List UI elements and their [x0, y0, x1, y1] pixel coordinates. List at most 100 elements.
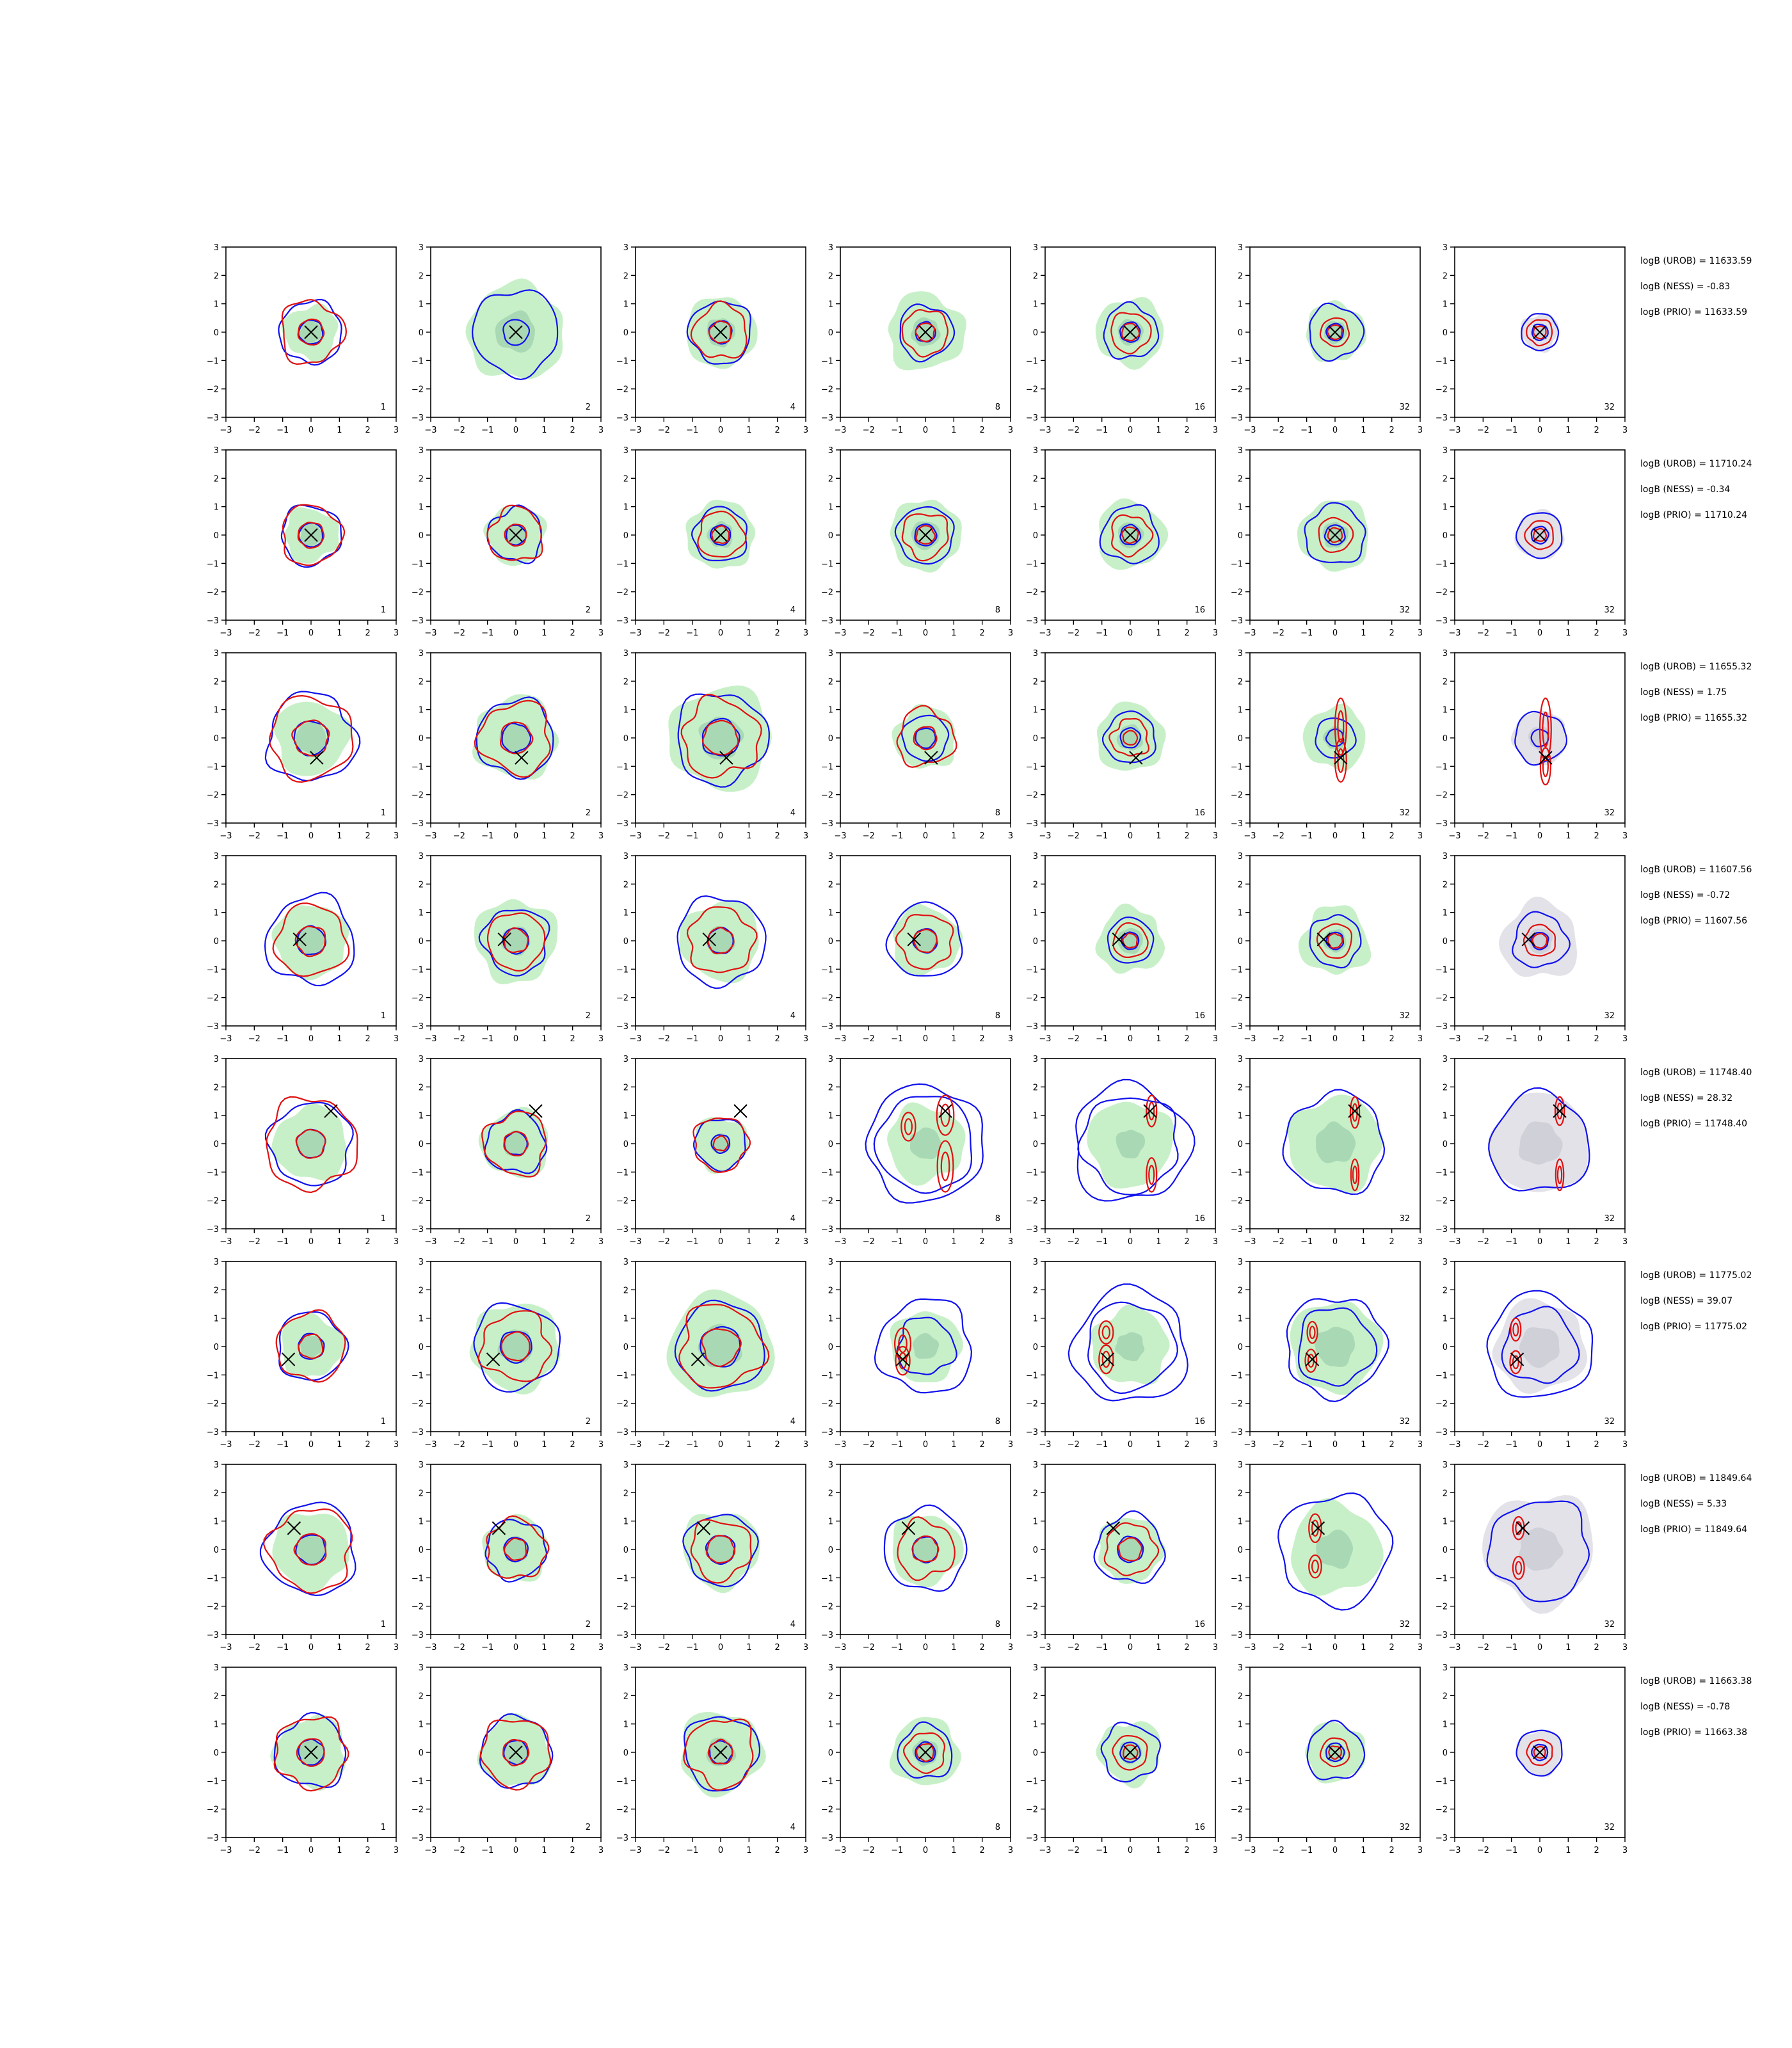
- y-tick-label: −1: [207, 965, 219, 975]
- x-tick-label: −2: [1068, 1440, 1080, 1450]
- red-contour: [499, 721, 534, 755]
- x-tick-label: 0: [513, 1846, 518, 1855]
- blue-contour: [692, 1118, 746, 1172]
- x-tick-label: 1: [1156, 1643, 1161, 1652]
- x-tick-label: 0: [1537, 426, 1542, 435]
- x-tick-label: −1: [276, 1237, 289, 1247]
- y-tick-label: 0: [828, 734, 833, 744]
- blue-contour: [1282, 1089, 1386, 1196]
- plot-area: [692, 1104, 751, 1174]
- blue-contour: [1119, 1741, 1141, 1763]
- x-tick-label: −1: [1505, 426, 1517, 435]
- x-tick-label: −2: [1272, 1846, 1284, 1855]
- y-tick-label: 1: [828, 503, 833, 513]
- x-tick-label: 0: [923, 1034, 928, 1044]
- red-contour: [269, 694, 354, 783]
- y-tick-label: 3: [828, 1055, 833, 1064]
- y-tick-label: −2: [616, 1603, 628, 1612]
- panel-label: 8: [995, 1417, 1000, 1427]
- y-tick-label: −2: [616, 385, 628, 395]
- x-tick-label: 1: [951, 831, 956, 841]
- plot-area: [676, 895, 767, 989]
- x-tick-label: 1: [337, 1034, 342, 1044]
- y-tick-label: 0: [828, 1748, 833, 1758]
- density-core: [909, 1127, 941, 1160]
- red-contour-lobe-inner: [940, 1151, 950, 1181]
- x-tick-label: 1: [951, 426, 956, 435]
- x-tick-label: 3: [803, 1846, 808, 1855]
- x-tick-label: −2: [863, 1643, 875, 1652]
- y-tick-label: 0: [1033, 937, 1038, 947]
- y-tick-label: 2: [1443, 880, 1448, 890]
- x-tick-label: 3: [598, 1846, 604, 1855]
- blue-contour: [1521, 313, 1560, 352]
- x-tick-label: −2: [1068, 1643, 1080, 1652]
- red-contour-lobe: [1510, 1317, 1522, 1342]
- y-tick-label: −1: [1026, 1371, 1038, 1380]
- x-tick-label: −2: [1477, 831, 1489, 841]
- y-tick-label: −1: [1231, 1371, 1243, 1380]
- plot-area: [874, 1298, 973, 1394]
- y-tick-label: −1: [1231, 1777, 1243, 1786]
- x-tick-label: −3: [1039, 426, 1051, 435]
- y-tick-label: 2: [1443, 271, 1448, 281]
- y-tick-label: −2: [207, 385, 219, 395]
- red-contour-lobe: [895, 1345, 911, 1376]
- red-contour: [1122, 932, 1138, 949]
- x-tick-label: 3: [598, 1643, 604, 1652]
- subplot-r5-c3: −3−3 −2 −2 −1 −1 0 0 1 1 2 2 3 3 4: [616, 1055, 808, 1247]
- plot-area: [1306, 300, 1366, 362]
- x-tick-label: −1: [891, 1237, 903, 1247]
- x-tick-label: 1: [1565, 1237, 1571, 1247]
- y-tick-label: −3: [1231, 616, 1243, 626]
- x-tick-label: 3: [394, 426, 399, 435]
- x-tick-label: 1: [541, 1643, 547, 1652]
- red-contour: [479, 1719, 552, 1791]
- y-tick-label: 0: [1238, 531, 1243, 541]
- y-tick-label: −3: [412, 616, 424, 626]
- y-tick-label: 3: [1238, 243, 1243, 253]
- red-contour: [281, 299, 348, 365]
- x-tick-label: −1: [481, 831, 493, 841]
- y-tick-label: 3: [214, 446, 219, 456]
- x-tick-label: 1: [541, 1034, 547, 1044]
- y-tick-label: 2: [623, 677, 628, 687]
- x-tick-label: 2: [570, 1034, 575, 1044]
- y-tick-label: −2: [1231, 791, 1243, 801]
- red-contour: [282, 504, 346, 566]
- y-tick-label: 2: [214, 1489, 219, 1498]
- y-tick-label: 0: [1238, 937, 1243, 947]
- blue-contour: [865, 1083, 984, 1204]
- x-tick-label: 2: [1185, 1643, 1190, 1652]
- y-tick-label: 1: [1238, 909, 1243, 918]
- y-tick-label: 1: [828, 706, 833, 716]
- x-tick-label: 1: [746, 1237, 751, 1247]
- y-tick-label: −2: [412, 1603, 424, 1612]
- x-tick-label: −2: [658, 1237, 670, 1247]
- x-tick-label: 3: [394, 1643, 399, 1652]
- red-contour: [1123, 1744, 1139, 1761]
- x-tick-label: −2: [453, 628, 465, 638]
- y-tick-label: 0: [828, 1546, 833, 1555]
- y-tick-label: 3: [419, 446, 424, 456]
- x-tick-label: 3: [803, 831, 808, 841]
- blue-contour: [914, 523, 938, 547]
- y-tick-label: 1: [214, 1315, 219, 1324]
- density-core: [296, 1129, 325, 1158]
- x-tick-label: −2: [248, 831, 260, 841]
- y-tick-label: −1: [412, 356, 424, 366]
- blue-contour: [484, 1109, 548, 1174]
- y-tick-label: −2: [616, 1400, 628, 1409]
- x-tick-label: −3: [834, 1643, 846, 1652]
- x-tick-label: 1: [1565, 426, 1571, 435]
- true-location-marker: [509, 325, 523, 339]
- true-location-marker: [1112, 932, 1126, 947]
- y-tick-label: −3: [821, 1022, 833, 1032]
- y-tick-label: 0: [623, 531, 628, 541]
- x-tick-label: 1: [951, 1846, 956, 1855]
- y-tick-label: −2: [1026, 1400, 1038, 1409]
- true-location-marker: [733, 1104, 748, 1118]
- x-tick-label: 0: [1128, 1034, 1133, 1044]
- red-contour: [1532, 325, 1547, 340]
